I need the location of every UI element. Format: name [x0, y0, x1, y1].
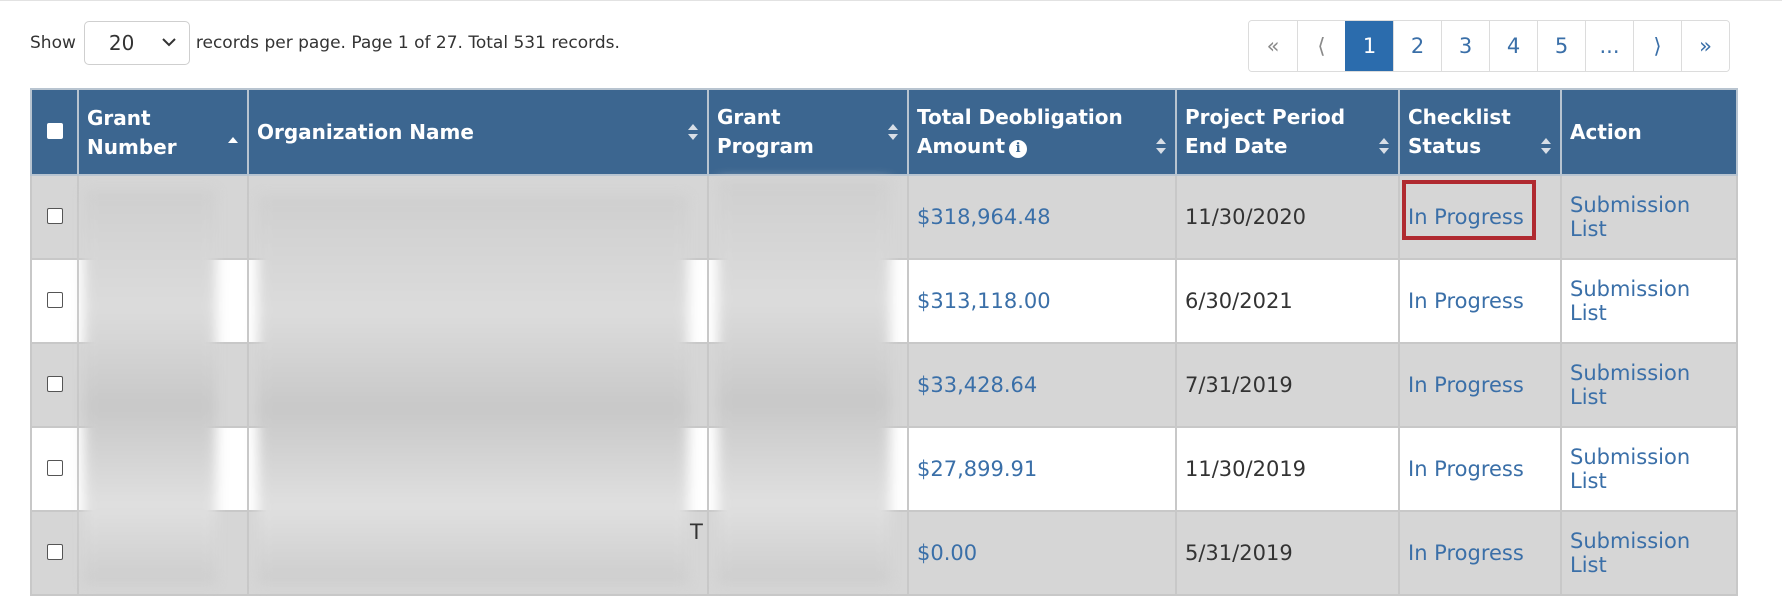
status-highlight-box: [1402, 180, 1536, 240]
select-all-header: [30, 88, 79, 176]
sort-icon: [688, 124, 698, 140]
end-date-cell: 7/31/2019: [1175, 342, 1400, 428]
status-cell: In Progress: [1398, 342, 1562, 428]
select-all-checkbox[interactable]: [46, 122, 63, 139]
redacted-grant-programs: [718, 180, 890, 584]
sort-icon: [1541, 138, 1551, 154]
amount-cell: $27,899.91: [907, 426, 1177, 512]
row-select-cell: [30, 258, 79, 344]
amount-cell: $313,118.00: [907, 258, 1177, 344]
col-organization-name[interactable]: Organization Name: [247, 88, 709, 176]
amount-link[interactable]: $33,428.64: [917, 373, 1038, 397]
status-link[interactable]: In Progress: [1408, 541, 1524, 565]
pagination: « ⟨ 1 2 3 4 5 ... ⟩ »: [1248, 20, 1730, 72]
table-header-row: Grant Number Organization Name Grant Pro…: [30, 88, 1738, 176]
submission-list-link[interactable]: Submission List: [1570, 361, 1691, 409]
page-1-button[interactable]: 1: [1345, 21, 1393, 71]
amount-cell: $318,964.48: [907, 174, 1177, 260]
records-summary: records per page. Page 1 of 27. Total 53…: [195, 33, 620, 53]
col-grant-program-label: Grant Program: [717, 105, 814, 158]
amount-link[interactable]: $318,964.48: [917, 205, 1051, 229]
amount-link[interactable]: $27,899.91: [917, 457, 1038, 481]
first-page-button[interactable]: «: [1249, 21, 1297, 71]
row-checkbox[interactable]: [46, 292, 63, 308]
col-total-deobligation-amount-label: Total Deobligation Amount: [917, 105, 1123, 158]
redacted-organization-names: [258, 196, 688, 584]
page-4-button[interactable]: 4: [1489, 21, 1537, 71]
status-link[interactable]: In Progress: [1408, 373, 1524, 397]
col-grant-number-label: Grant Number: [87, 106, 177, 159]
row-checkbox[interactable]: [46, 376, 63, 392]
submission-list-link[interactable]: Submission List: [1570, 529, 1691, 577]
action-cell: Submission List: [1560, 174, 1738, 260]
status-cell: In Progress: [1398, 426, 1562, 512]
col-grant-program[interactable]: Grant Program: [707, 88, 909, 176]
top-divider: [0, 0, 1782, 1]
sort-ascending-icon: [228, 137, 238, 143]
status-link[interactable]: In Progress: [1408, 457, 1524, 481]
col-action-label: Action: [1570, 119, 1642, 144]
status-cell: In Progress: [1398, 258, 1562, 344]
action-cell: Submission List: [1560, 426, 1738, 512]
page-5-button[interactable]: 5: [1537, 21, 1585, 71]
status-cell: In Progress: [1398, 510, 1562, 596]
last-page-button[interactable]: »: [1681, 21, 1729, 71]
submission-list-link[interactable]: Submission List: [1570, 277, 1691, 325]
col-organization-name-label: Organization Name: [257, 119, 474, 144]
amount-cell: $33,428.64: [907, 342, 1177, 428]
per-page-select[interactable]: 20: [83, 21, 190, 65]
sort-icon: [1379, 138, 1389, 154]
row-checkbox[interactable]: [46, 208, 63, 224]
col-checklist-status-label: Checklist Status: [1408, 105, 1511, 158]
col-project-period-end-date[interactable]: Project Period End Date: [1175, 88, 1400, 176]
ellipsis-button[interactable]: ...: [1585, 21, 1633, 71]
records-per-page-control: Show 20 records per page. Page 1 of 27. …: [30, 20, 620, 66]
row-select-cell: [30, 426, 79, 512]
action-cell: Submission List: [1560, 342, 1738, 428]
next-page-button[interactable]: ⟩: [1633, 21, 1681, 71]
status-link[interactable]: In Progress: [1408, 289, 1524, 313]
amount-cell: $0.00: [907, 510, 1177, 596]
action-cell: Submission List: [1560, 510, 1738, 596]
col-project-period-end-date-label: Project Period End Date: [1185, 105, 1346, 158]
row-checkbox[interactable]: [46, 544, 63, 560]
end-date-cell: 5/31/2019: [1175, 510, 1400, 596]
amount-link[interactable]: $0.00: [917, 541, 978, 565]
end-date-cell: 11/30/2020: [1175, 174, 1400, 260]
submission-list-link[interactable]: Submission List: [1570, 193, 1691, 241]
chevron-down-icon: [162, 38, 176, 47]
action-cell: Submission List: [1560, 258, 1738, 344]
col-total-deobligation-amount[interactable]: Total Deobligation Amount i: [907, 88, 1177, 176]
status-cell: In Progress: [1398, 174, 1562, 260]
row-select-cell: [30, 174, 79, 260]
prev-page-button[interactable]: ⟨: [1297, 21, 1345, 71]
row-select-cell: [30, 342, 79, 428]
col-action: Action: [1560, 88, 1738, 176]
end-date-cell: 6/30/2021: [1175, 258, 1400, 344]
row-checkbox[interactable]: [46, 460, 63, 476]
stray-text: T: [690, 520, 703, 544]
sort-icon: [1156, 138, 1166, 154]
per-page-value: 20: [108, 31, 135, 55]
submission-list-link[interactable]: Submission List: [1570, 445, 1691, 493]
redacted-grant-numbers: [84, 190, 216, 584]
info-icon[interactable]: i: [1009, 140, 1028, 158]
sort-icon: [888, 124, 898, 140]
status-link[interactable]: In Progress: [1408, 205, 1524, 229]
amount-link[interactable]: $313,118.00: [917, 289, 1051, 313]
row-select-cell: [30, 510, 79, 596]
show-label: Show: [30, 33, 76, 53]
page-2-button[interactable]: 2: [1393, 21, 1441, 71]
col-grant-number[interactable]: Grant Number: [77, 88, 249, 176]
col-checklist-status[interactable]: Checklist Status: [1398, 88, 1562, 176]
end-date-cell: 11/30/2019: [1175, 426, 1400, 512]
page-3-button[interactable]: 3: [1441, 21, 1489, 71]
